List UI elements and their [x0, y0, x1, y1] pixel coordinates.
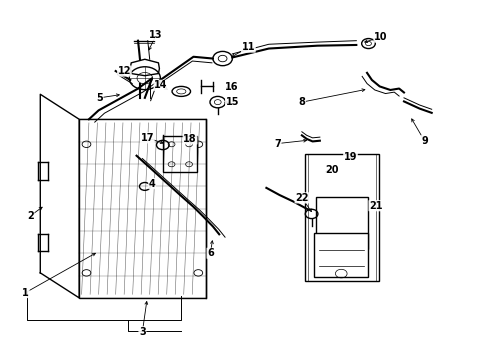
Text: 7: 7 [274, 139, 281, 149]
Text: 18: 18 [183, 134, 197, 144]
Text: 19: 19 [343, 152, 357, 162]
Text: 22: 22 [295, 193, 308, 203]
Text: 14: 14 [154, 80, 167, 90]
Text: 13: 13 [149, 30, 163, 40]
Text: 15: 15 [225, 97, 239, 107]
Text: 10: 10 [373, 32, 386, 42]
FancyBboxPatch shape [79, 119, 205, 298]
Ellipse shape [172, 86, 190, 96]
Text: 11: 11 [241, 42, 255, 52]
FancyBboxPatch shape [163, 136, 197, 172]
Text: 5: 5 [96, 93, 103, 103]
Text: 6: 6 [206, 248, 213, 258]
FancyBboxPatch shape [313, 233, 368, 277]
FancyBboxPatch shape [315, 197, 368, 249]
Text: 21: 21 [368, 201, 382, 211]
Text: 1: 1 [22, 288, 29, 297]
Text: 16: 16 [224, 82, 238, 92]
Text: 2: 2 [27, 211, 34, 221]
Text: 3: 3 [139, 327, 145, 337]
Text: 9: 9 [420, 136, 427, 146]
Text: 12: 12 [118, 66, 131, 76]
Ellipse shape [176, 89, 185, 94]
Text: 20: 20 [325, 165, 338, 175]
Text: 17: 17 [140, 133, 154, 143]
Text: 8: 8 [298, 97, 305, 107]
Text: 4: 4 [148, 179, 155, 189]
